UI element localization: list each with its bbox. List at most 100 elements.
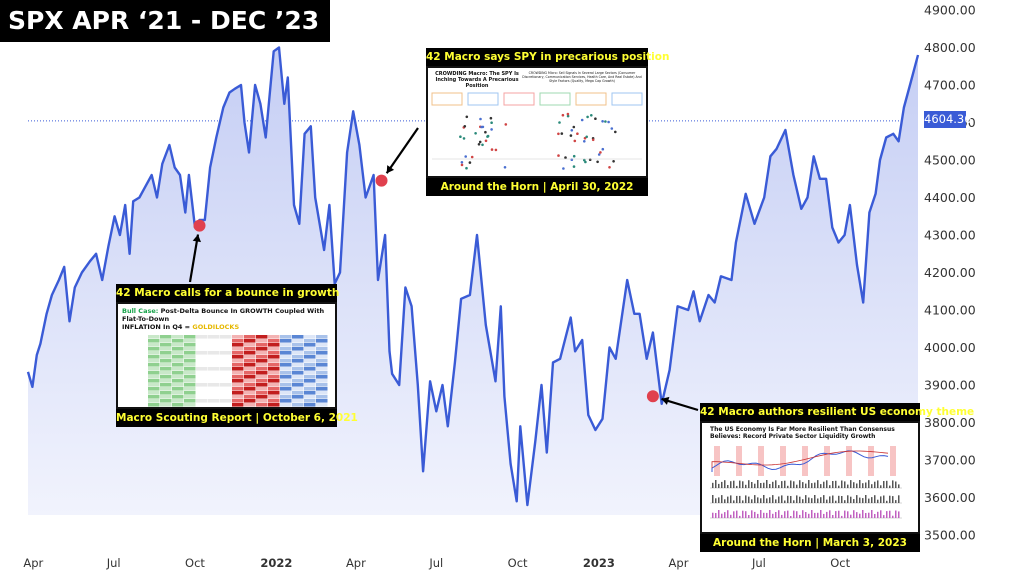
heatmap-cell [244,367,256,371]
heatmap-cell [196,399,208,403]
mini-bar [832,481,834,488]
heatmap-cell [220,335,232,339]
heatmap-cell [220,391,232,395]
heatmap-cell [160,363,172,367]
heatmap-cell [124,355,136,359]
y-tick-label: 4900.00 [924,3,976,18]
scatter-point [583,140,586,143]
mini-bar [817,512,819,518]
scatter-point [599,151,602,154]
heatmap-cell [256,347,268,351]
mini-bar [736,510,738,518]
heatmap-cell [232,351,244,355]
mini-bar [757,480,759,488]
heatmap-cell [124,383,136,387]
scatter-point [459,135,462,138]
mini-bar [853,499,855,503]
scatter-point [478,140,482,144]
heatmap-cell [196,363,208,367]
recession-shade [802,446,808,476]
heatmap-cell [124,343,136,347]
heatmap-cell [292,359,304,363]
mini-bar [760,483,762,488]
heatmap-cell [208,379,220,383]
mini-series [711,450,889,472]
heatmap-cell [124,399,136,403]
mini-bar [787,510,789,518]
x-tick-label: Apr [669,556,689,570]
heatmap-cell [208,403,220,407]
mini-bar [802,499,804,503]
heatmap-cell [316,379,328,383]
mini-bar [805,483,807,488]
legend-box [431,92,463,106]
y-tick-label: 4100.00 [924,303,976,318]
heatmap-cell [160,371,172,375]
heatmap-cell [184,335,196,339]
heatmap-cell [136,339,148,343]
heatmap-cell [220,367,232,371]
current-price-tag: 4604.36 [924,111,972,128]
mini-bar [823,495,825,503]
mini-bar [829,510,831,518]
scatter-point [494,148,498,152]
heatmap-cell [208,339,220,343]
annotation-marker [193,219,206,232]
scatter-point [594,117,597,120]
thumbnail-heatmap [124,335,328,407]
heatmap-cell [172,347,184,351]
heatmap-cell [196,375,208,379]
mini-bar [718,497,720,503]
mini-bar [718,483,720,488]
mini-bar [868,498,870,503]
heatmap-cell [136,379,148,383]
heatmap-cell [316,383,328,387]
heatmap-cell [208,391,220,395]
heatmap-cell [256,343,268,347]
annotation-caption-precarious: Around the Horn | April 30, 2022 [426,178,648,196]
mini-bar [769,497,771,503]
mini-bar [835,511,837,518]
heatmap-cell [196,335,208,339]
heatmap-cell [316,375,328,379]
heatmap-cell [196,383,208,387]
mini-bar [832,495,834,503]
heatmap-cell [160,367,172,371]
mini-bar [856,483,858,488]
heatmap-cell [316,351,328,355]
mini-bar [874,481,876,488]
heatmap-cell [244,399,256,403]
mini-bar [802,510,804,518]
report-thumbnail-resilient: The US Economy Is Far More Resilient Tha… [700,421,920,534]
heatmap-cell [124,335,136,339]
scatter-point [460,161,464,164]
mini-bar [748,515,750,518]
heatmap-cell [292,383,304,387]
mini-bar [847,511,849,518]
heatmap-cell [136,395,148,399]
mini-bar [865,513,867,518]
mini-bar [838,510,840,518]
scatter-point [596,160,599,164]
scatter-point [486,134,490,138]
mini-bar [775,499,777,503]
heatmap-cell [208,351,220,355]
heatmap-cell [280,339,292,343]
price-line [26,46,920,507]
mini-bar [769,510,771,518]
mini-bar [742,510,744,518]
scatter-point [463,125,467,128]
x-tick-label: Apr [346,556,366,570]
heatmap-cell [160,339,172,343]
heatmap-cell [184,379,196,383]
heatmap-cell [184,371,196,375]
heatmap-cell [196,351,208,355]
mini-bar [853,510,855,518]
heatmap-cell [160,403,172,407]
scatter-point [604,120,607,123]
heatmap-cell [304,383,316,387]
heatmap-cell [316,343,328,347]
scatter-point [570,129,574,132]
mini-bar [772,513,774,518]
mini-bar [745,511,747,518]
